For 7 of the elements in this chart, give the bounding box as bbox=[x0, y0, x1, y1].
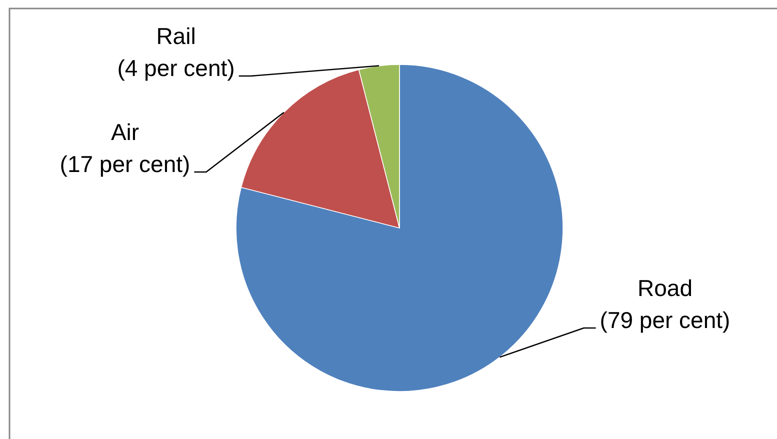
pie-slice bbox=[236, 64, 564, 392]
data-label: (17 per cent) bbox=[60, 151, 190, 177]
slice-label: Air bbox=[110, 119, 140, 145]
data-label: (4 per cent) bbox=[117, 55, 235, 81]
slice-label: Road bbox=[638, 275, 692, 301]
slice-label: Rail bbox=[156, 23, 196, 49]
data-label: (79 per cent) bbox=[600, 307, 730, 333]
